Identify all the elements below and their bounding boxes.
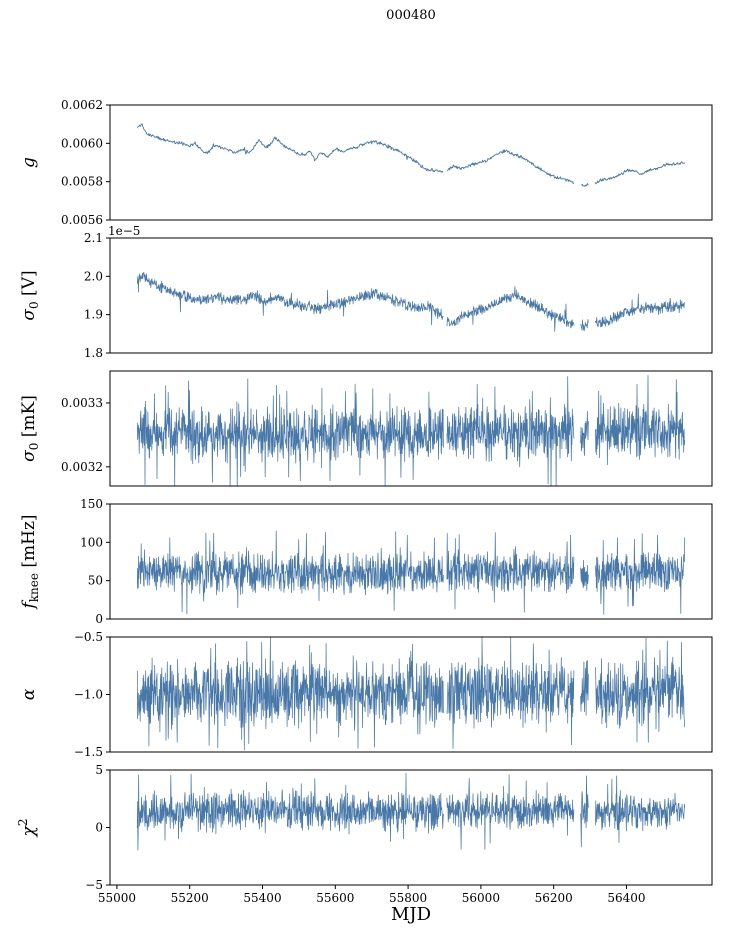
y-tick-label: 50: [88, 574, 103, 588]
series-line: [595, 375, 686, 466]
x-tick-label: 55400: [243, 891, 281, 905]
series-line: [580, 183, 589, 187]
series-line: [594, 161, 686, 185]
series-group-g: [136, 123, 686, 187]
axes-frame: [109, 237, 713, 354]
series-line: [136, 530, 444, 615]
y-axis-label: χ2: [16, 819, 39, 838]
y-tick-label: −5: [85, 878, 103, 892]
x-tick-label: 55000: [98, 891, 136, 905]
series-line: [580, 319, 589, 331]
series-line: [595, 637, 686, 743]
y-axis-offset-text: 1e−5: [108, 224, 140, 238]
y-tick-label: 1.9: [84, 308, 103, 322]
axes-panel-alpha: −1.5 −1.0 −0.5 α: [19, 630, 713, 759]
series-line: [446, 376, 575, 486]
y-axis-label: σ0 [mK]: [19, 395, 41, 462]
series-line: [580, 559, 589, 591]
axes-panel-chi2: −5 0 5 χ2 55000 55200 55400 55600 55800 56000 5620…: [16, 763, 713, 905]
y-tick-label: 0: [95, 612, 103, 626]
y-tick-label: 1.8: [84, 346, 103, 360]
x-tick-label: 56200: [535, 891, 573, 905]
figure-title: 000480: [386, 8, 436, 23]
series-line: [446, 774, 575, 850]
series-line: [595, 533, 686, 615]
y-tick-label: 100: [80, 535, 103, 549]
series-line: [136, 378, 444, 486]
y-tick-label: 0.0060: [61, 136, 103, 150]
axes-panel-sigma0-mK: 0.0032 0.0033 σ0 [mK]: [19, 370, 713, 487]
y-tick-label: 150: [80, 497, 103, 511]
series-group-alpha: [136, 637, 686, 751]
series-line: [446, 149, 575, 185]
series-line: [446, 532, 575, 613]
series-group-sigma0-V: [136, 272, 685, 332]
series-line: [580, 410, 589, 456]
series-line: [446, 637, 575, 749]
axes-frame: [109, 370, 713, 487]
series-line: [580, 660, 589, 716]
y-tick-label: 0.0033: [61, 396, 103, 410]
axes-panel-g: 0.0056 0.0058 0.0060 0.0062 g: [19, 98, 713, 227]
series-line: [136, 123, 444, 173]
series-line: [594, 293, 685, 328]
x-tick-label: 55600: [316, 891, 354, 905]
axes-panel-sigma0-V: 1.8 1.9 2.0 2.1 1e−5 σ0 [V]: [19, 224, 713, 360]
series-group-f-knee: [136, 530, 686, 615]
y-tick-label: 0: [95, 821, 103, 835]
y-tick-label: 5: [95, 763, 103, 777]
y-tick-label: −1.0: [74, 688, 103, 702]
x-tick-label: 56000: [462, 891, 500, 905]
axes-frame: [109, 503, 713, 620]
y-tick-label: 0.0056: [61, 213, 103, 227]
y-tick-label: 2.0: [84, 269, 103, 283]
series-group-sigma0-mK: [136, 375, 686, 486]
series-line: [136, 773, 444, 851]
y-tick-label: 0.0058: [61, 175, 103, 189]
y-axis-label: g: [19, 157, 39, 168]
x-tick-label: 55800: [389, 891, 427, 905]
axes-panel-f-knee: 0 50 100 150 fknee [mHz]: [19, 497, 713, 626]
y-axis-label: σ0 [V]: [19, 270, 41, 320]
series-line: [580, 775, 589, 848]
y-tick-label: 0.0062: [61, 98, 103, 112]
y-tick-label: 0.0032: [61, 460, 103, 474]
axes-frame: [109, 104, 713, 221]
y-axis-label: α: [19, 688, 39, 700]
series-line: [136, 272, 444, 326]
y-tick-label: −1.5: [74, 745, 103, 759]
series-line: [136, 637, 444, 751]
x-tick-label: 56400: [607, 891, 645, 905]
y-tick-label: 2.1: [84, 231, 103, 245]
y-axis-label: fknee [mHz]: [19, 514, 41, 610]
series-group-chi2: [136, 773, 686, 851]
x-tick-label: 55200: [171, 891, 209, 905]
y-tick-label: −0.5: [74, 630, 103, 644]
series-line: [595, 775, 686, 843]
x-axis-label: MJD: [390, 904, 432, 925]
series-line: [446, 286, 575, 332]
